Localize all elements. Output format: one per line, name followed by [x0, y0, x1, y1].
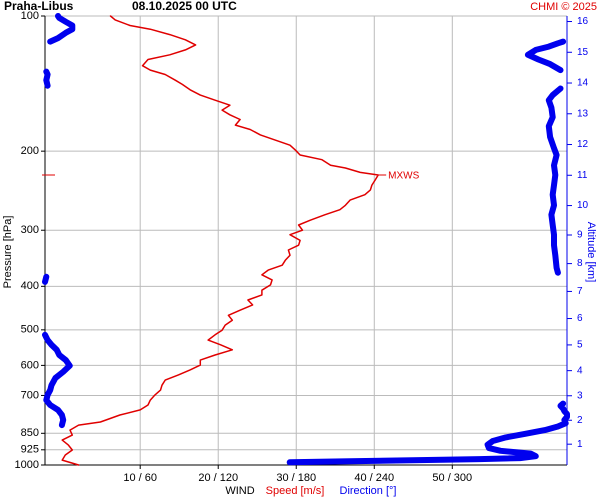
legend-label: Speed [m/s] [266, 485, 325, 497]
y2-tick-label: 5 [577, 340, 583, 351]
y-tick-label: 850 [21, 427, 39, 439]
x-tick-label: 10 / 60 [123, 472, 157, 484]
y2-tick-label: 14 [577, 78, 589, 89]
chart-title: Praha-Libus [4, 0, 74, 13]
y2-tick-label: 3 [577, 390, 583, 401]
y2-tick-label: 6 [577, 313, 583, 324]
chart-subtitle: 08.10.2025 00 UTC [132, 0, 237, 13]
y2-tick-label: 16 [577, 16, 589, 27]
y-tick-label: 1000 [15, 459, 39, 471]
y2-tick-label: 9 [577, 230, 583, 241]
y2-tick-label: 8 [577, 258, 583, 269]
x-tick-label: 40 / 240 [354, 472, 394, 484]
y-tick-label: 200 [21, 145, 39, 157]
annotation: MXWS [388, 171, 419, 182]
y-tick-label: 300 [21, 224, 39, 236]
y2-tick-label: 4 [577, 365, 583, 376]
y2-tick-label: 2 [577, 415, 583, 426]
direction-line [42, 13, 570, 466]
y-tick-label: 500 [21, 324, 39, 336]
y-tick-label: 600 [21, 359, 39, 371]
y2-tick-label: 1 [577, 439, 583, 450]
x-axis-label: WIND [225, 485, 254, 497]
y-tick-label: 700 [21, 389, 39, 401]
y2-tick-label: 11 [577, 170, 588, 181]
legend-label: Direction [°] [340, 485, 397, 497]
y-tick-label: 100 [21, 10, 39, 22]
y-tick-label: 925 [21, 444, 39, 456]
speed-line [61, 15, 379, 466]
y2-tick-label: 10 [577, 200, 589, 211]
x-tick-label: 30 / 180 [276, 472, 316, 484]
y-axis-label: Pressure [hPa] [2, 216, 14, 289]
y2-tick-label: 12 [577, 139, 589, 150]
y2-axis-label: Altitude [km] [585, 222, 597, 283]
y-tick-label: 400 [21, 280, 39, 292]
x-tick-label: 50 / 300 [432, 472, 472, 484]
x-tick-label: 20 / 120 [198, 472, 238, 484]
y2-tick-label: 15 [577, 47, 589, 58]
credit: CHMI © 2025 [530, 1, 597, 13]
y2-tick-label: 13 [577, 108, 589, 119]
y2-tick-label: 7 [577, 286, 583, 297]
